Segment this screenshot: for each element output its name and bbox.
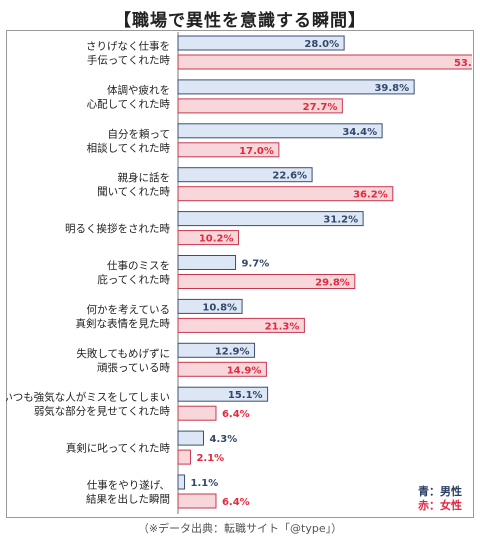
category-label: 何かを考えている bbox=[87, 303, 170, 316]
data-label-male: 31.2% bbox=[323, 215, 358, 226]
bar-male bbox=[177, 298, 243, 314]
data-label-female: 14.9% bbox=[227, 365, 262, 376]
data-label-female: 17.0% bbox=[239, 146, 274, 157]
bar-female bbox=[177, 449, 191, 465]
category-label: 手伝ってくれた時 bbox=[87, 54, 171, 67]
data-label-female: 21.3% bbox=[265, 321, 300, 332]
data-label-female: 10.2% bbox=[199, 234, 234, 245]
legend: 青：男性 赤：女性 bbox=[418, 485, 462, 513]
data-label-male: 10.8% bbox=[202, 302, 237, 313]
bar-female bbox=[177, 317, 305, 333]
bar-female bbox=[177, 186, 394, 202]
data-label-male: 15.1% bbox=[228, 390, 263, 401]
category-label: さりげなく仕事を bbox=[86, 40, 170, 53]
bar-male bbox=[177, 255, 237, 270]
category-label: いつも強気な人がミスをしてしまい bbox=[6, 391, 170, 404]
bar-female bbox=[177, 98, 343, 114]
legend-female: 赤：女性 bbox=[418, 499, 462, 512]
data-label-female: 36.2% bbox=[353, 190, 388, 201]
data-label-male: 28.0% bbox=[304, 39, 339, 50]
data-label-male: 22.6% bbox=[272, 171, 307, 182]
data-label-male: 1.1% bbox=[191, 478, 219, 489]
data-label-female: 6.4% bbox=[222, 497, 250, 508]
category-label: 結果を出した瞬間 bbox=[86, 493, 170, 506]
bar-female bbox=[177, 54, 472, 70]
data-label-male: 12.9% bbox=[215, 346, 250, 357]
bar-male bbox=[177, 342, 256, 358]
category-label: 仕事をやり遂げ、 bbox=[87, 479, 170, 492]
bar-female bbox=[177, 142, 280, 158]
bar-male bbox=[177, 474, 186, 490]
category-label: 真剣に叱ってくれた時 bbox=[66, 442, 171, 455]
data-label-male: 9.7% bbox=[242, 259, 270, 270]
data-label-female: 29.8% bbox=[315, 278, 350, 289]
category-label: 親身に話を bbox=[118, 171, 171, 184]
bar-female bbox=[177, 230, 240, 246]
data-label-female: 2.1% bbox=[196, 453, 224, 464]
category-label: 失敗してもめげずに bbox=[76, 347, 170, 360]
category-label: 仕事のミスを bbox=[107, 259, 170, 272]
category-label: 心配してくれた時 bbox=[87, 98, 171, 110]
category-label: 庇ってくれた時 bbox=[97, 273, 170, 286]
bar-male bbox=[177, 79, 415, 95]
category-label: 聞いてくれた時 bbox=[97, 186, 170, 198]
data-source: （※データ出典：転職サイト「@type」） bbox=[137, 522, 343, 535]
bar-male bbox=[177, 35, 345, 51]
bar-male bbox=[177, 123, 383, 139]
category-label: 相談してくれた時 bbox=[87, 141, 171, 154]
legend-male: 青：男性 bbox=[418, 485, 462, 498]
bar-male bbox=[177, 430, 205, 446]
data-label-female: 6.4% bbox=[222, 409, 250, 420]
bar-male bbox=[177, 211, 364, 227]
data-label-female: 27.7% bbox=[303, 102, 338, 113]
bar-female bbox=[177, 274, 356, 289]
data-label-male: 4.3% bbox=[210, 434, 238, 445]
category-label: 自分を頼って bbox=[108, 127, 170, 140]
bar-female bbox=[177, 405, 217, 421]
category-label: 弱気な部分を見せてくれた時 bbox=[34, 405, 171, 418]
bar-female bbox=[177, 493, 217, 509]
category-label: 頑張っている時 bbox=[97, 362, 170, 374]
data-label-male: 39.8% bbox=[374, 83, 409, 94]
data-label-female: 53.2% bbox=[454, 58, 472, 69]
bar-female bbox=[177, 361, 267, 377]
category-label: 体調や疲れを bbox=[107, 83, 170, 96]
chart-title: 【職場で異性を意識する瞬間】 bbox=[114, 11, 366, 31]
bar-male bbox=[177, 167, 313, 183]
data-label-male: 34.4% bbox=[342, 127, 377, 138]
category-label: 明るく挨拶をされた時 bbox=[65, 222, 170, 235]
bar-male bbox=[177, 386, 269, 402]
category-label: 真剣な表情を見た時 bbox=[76, 317, 171, 330]
